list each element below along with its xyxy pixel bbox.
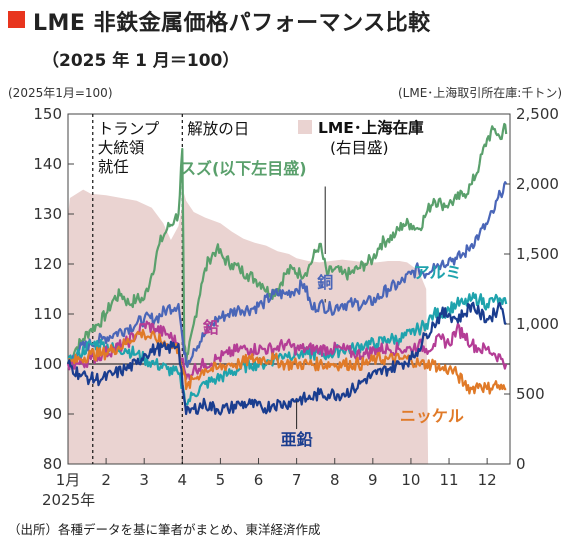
inventory-legend-label: LME･上海在庫: [318, 118, 424, 137]
left-tick-label: 140: [33, 155, 62, 173]
series-line-tin: [67, 122, 508, 366]
chart-subtitle: （2025 年 1 月＝100）: [42, 51, 240, 71]
x-tick-label: 1月: [56, 471, 81, 489]
inventory-legend-swatch: [298, 120, 312, 134]
series-line-nickel: [66, 328, 507, 395]
x-tick-label: 4: [178, 471, 188, 489]
x-tick-label: 6: [254, 471, 264, 489]
event-label: 解放の日: [187, 120, 249, 138]
series-line-lead: [66, 320, 508, 381]
series-label-aluminum: アルミ: [414, 263, 462, 282]
source-note: （出所）各種データを基に筆者がまとめ、東洋経済作成: [8, 522, 321, 537]
series-label-copper: 銅: [317, 273, 333, 292]
inventory-legend-note: (右目盛): [330, 139, 389, 157]
series-line-zinc: [66, 301, 507, 416]
event-label: トランプ: [98, 120, 160, 138]
event-label: 大統領: [98, 139, 145, 157]
right-tick-label: 1,000: [516, 315, 559, 333]
right-tick-label: 1,500: [516, 245, 559, 263]
event-label: 就任: [98, 158, 129, 176]
series-label-lead: 鉛: [203, 318, 219, 337]
right-unit-label: (LME･上海取引所在庫:千トン): [398, 85, 562, 100]
x-tick-label: 7: [292, 471, 302, 489]
left-unit-label: (2025年1月=100): [8, 86, 113, 100]
left-tick-label: 100: [33, 355, 62, 373]
x-tick-label: 11: [439, 471, 458, 489]
x-tick-label: 2: [101, 471, 111, 489]
title-marker: [8, 11, 25, 28]
left-tick-label: 90: [43, 405, 62, 423]
x-tick-label: 8: [330, 471, 340, 489]
chart-title: LME 非鉄金属価格パフォーマンス比較: [33, 11, 431, 36]
x-tick-label: 5: [216, 471, 226, 489]
left-tick-label: 130: [33, 205, 62, 223]
series-layer: [66, 122, 508, 416]
plot-frame: [67, 113, 511, 465]
x-tick-label: 12: [478, 471, 497, 489]
inventory-layer: [68, 189, 429, 464]
right-tick-label: 2,000: [516, 175, 559, 193]
inventory-area: [68, 189, 429, 464]
left-tick-label: 120: [33, 255, 62, 273]
axes-layer: 80 90 100 110 120 130 140 150 0 500 1,000 1,500 2,00…: [33, 105, 559, 509]
series-line-copper: [66, 181, 508, 368]
right-tick-label: 2,500: [516, 105, 559, 123]
series-label-zinc: 亜鉛: [281, 430, 313, 449]
x-tick-label: 9: [368, 471, 378, 489]
x-year-label: 2025年: [42, 491, 95, 509]
x-tick-label: 10: [401, 471, 420, 489]
series-label-tin: スズ(以下左目盛): [180, 159, 307, 178]
right-tick-label: 0: [516, 455, 526, 473]
left-tick-label: 150: [33, 105, 62, 123]
right-tick-label: 500: [516, 385, 545, 403]
left-tick-label: 110: [33, 305, 62, 323]
x-tick-label: 3: [139, 471, 149, 489]
series-label-nickel: ニッケル: [400, 407, 464, 426]
left-tick-label: 80: [43, 455, 62, 473]
